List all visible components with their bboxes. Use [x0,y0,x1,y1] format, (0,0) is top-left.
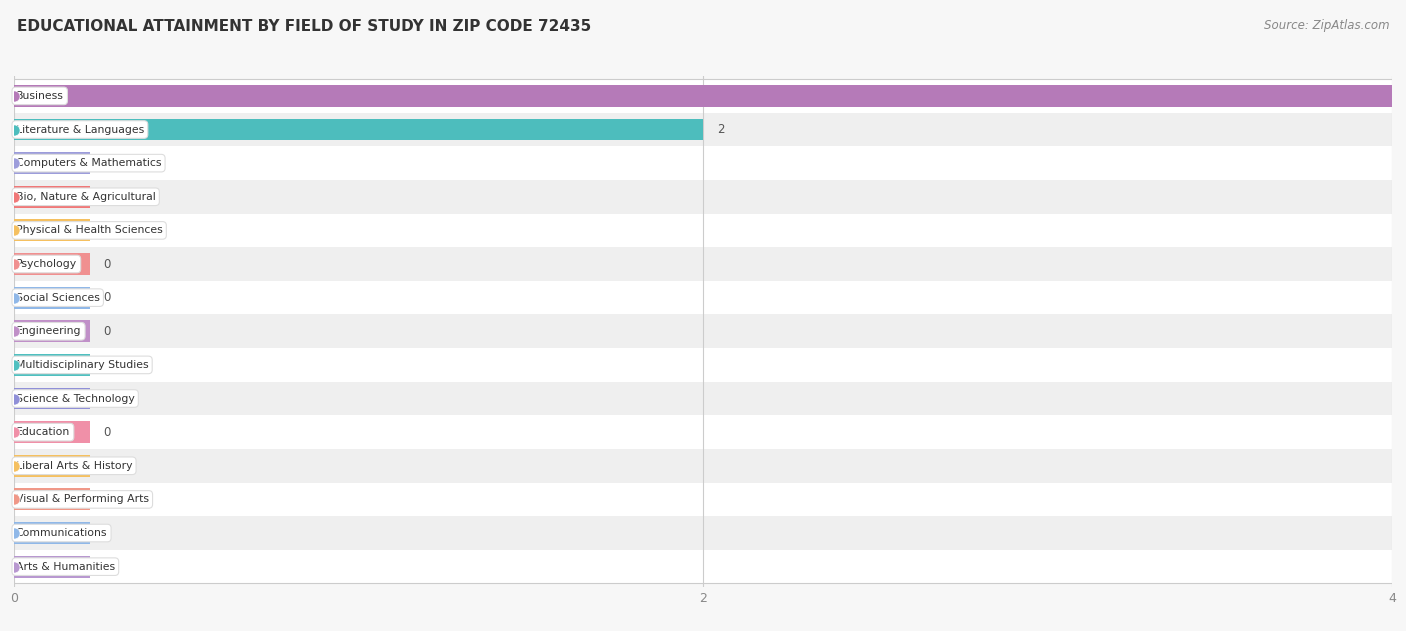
Bar [14,253,90,275]
Bar [14,152,90,174]
Bar [14,488,90,510]
Bar [14,286,90,309]
Text: 0: 0 [104,291,111,304]
Text: Social Sciences: Social Sciences [15,293,100,303]
Text: 0: 0 [104,224,111,237]
Bar [14,247,1392,281]
Text: 0: 0 [104,459,111,472]
Bar [14,113,1392,146]
Bar [14,314,1392,348]
Bar [14,556,90,577]
Bar [14,213,1392,247]
Text: Science & Technology: Science & Technology [15,394,135,404]
Text: Multidisciplinary Studies: Multidisciplinary Studies [15,360,149,370]
Bar [14,281,1392,314]
Text: Visual & Performing Arts: Visual & Performing Arts [15,495,149,504]
Text: Business: Business [15,91,63,101]
Text: Psychology: Psychology [15,259,77,269]
Bar [14,321,90,342]
Bar [14,387,90,410]
Bar [14,85,1392,107]
Text: Engineering: Engineering [15,326,82,336]
Text: Arts & Humanities: Arts & Humanities [15,562,115,572]
Bar [14,415,1392,449]
Text: 0: 0 [104,257,111,271]
Text: Source: ZipAtlas.com: Source: ZipAtlas.com [1264,19,1389,32]
Bar [14,180,1392,213]
Text: 0: 0 [104,191,111,203]
Bar [14,483,1392,516]
Bar [14,522,90,544]
Bar [14,79,1392,113]
Text: 0: 0 [104,325,111,338]
Text: Literature & Languages: Literature & Languages [15,124,143,134]
Text: 0: 0 [104,493,111,506]
Bar [14,382,1392,415]
Text: Bio, Nature & Agricultural: Bio, Nature & Agricultural [15,192,156,202]
Text: 2: 2 [717,123,724,136]
Bar [14,455,90,476]
Text: Physical & Health Sciences: Physical & Health Sciences [15,225,163,235]
Text: Computers & Mathematics: Computers & Mathematics [15,158,162,168]
Text: EDUCATIONAL ATTAINMENT BY FIELD OF STUDY IN ZIP CODE 72435: EDUCATIONAL ATTAINMENT BY FIELD OF STUDY… [17,19,591,34]
Bar [14,516,1392,550]
Bar [14,422,90,443]
Bar [14,449,1392,483]
Bar [14,354,90,376]
Text: Liberal Arts & History: Liberal Arts & History [15,461,132,471]
Text: 0: 0 [104,526,111,540]
Text: Communications: Communications [15,528,107,538]
Bar [14,146,1392,180]
Bar [14,550,1392,584]
Text: Education: Education [15,427,70,437]
Bar [14,220,90,241]
Bar [14,186,90,208]
Text: 0: 0 [104,560,111,573]
Bar [14,119,703,141]
Text: 0: 0 [104,392,111,405]
Text: 0: 0 [104,156,111,170]
Bar [14,348,1392,382]
Text: 0: 0 [104,426,111,439]
Text: 0: 0 [104,358,111,372]
